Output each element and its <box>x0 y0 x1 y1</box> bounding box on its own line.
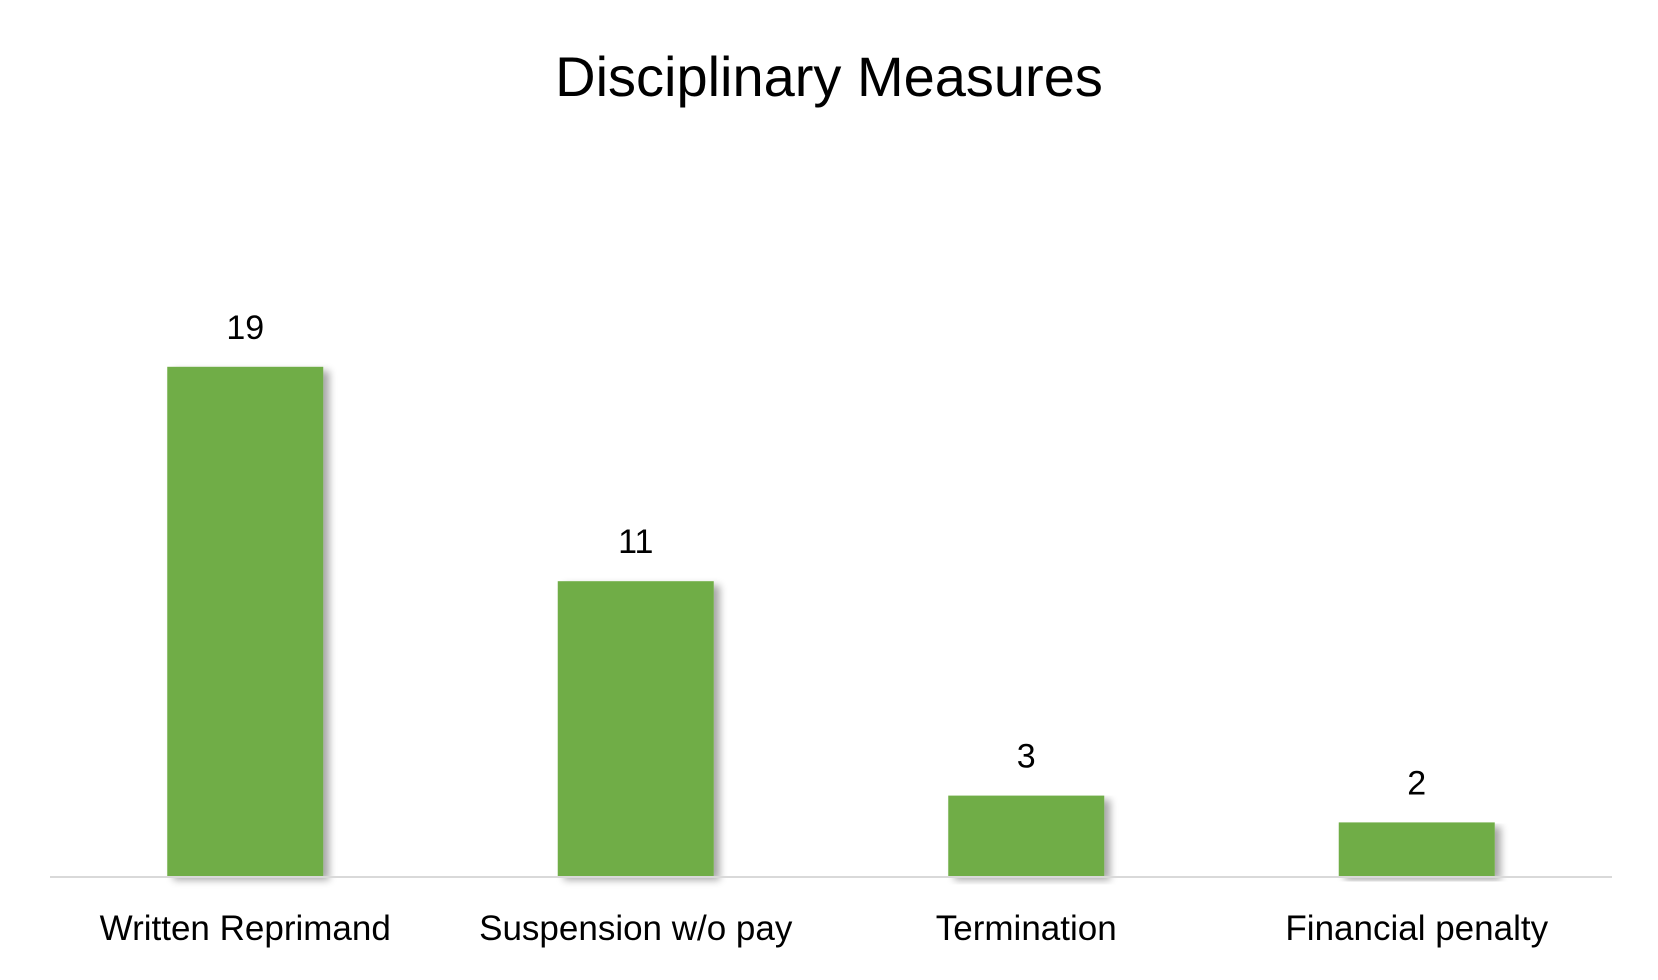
x-tick-label-written-reprimand: Written Reprimand <box>100 909 391 948</box>
labels-layer: 19 11 3 2 <box>226 309 1426 803</box>
bar-suspension-w-o-pay <box>557 581 714 876</box>
data-label-financial-penalty: 2 <box>1407 764 1426 802</box>
data-label-suspension-w-o-pay: 11 <box>618 523 653 561</box>
x-tick-label-termination: Termination <box>936 909 1117 948</box>
bar-written-reprimand <box>167 366 324 876</box>
bars-layer <box>167 366 1495 876</box>
chart-title: Disciplinary Measures <box>555 45 1103 108</box>
bar-financial-penalty <box>1338 822 1495 876</box>
x-tick-labels: Written Reprimand Suspension w/o pay Termi… <box>100 909 1549 948</box>
x-tick-label-financial-penalty: Financial penalty <box>1285 909 1548 948</box>
x-tick-label-suspension-w-o-pay: Suspension w/o pay <box>479 909 793 948</box>
data-label-termination: 3 <box>1017 738 1036 776</box>
data-label-written-reprimand: 19 <box>226 309 264 347</box>
bar-termination <box>948 795 1105 876</box>
